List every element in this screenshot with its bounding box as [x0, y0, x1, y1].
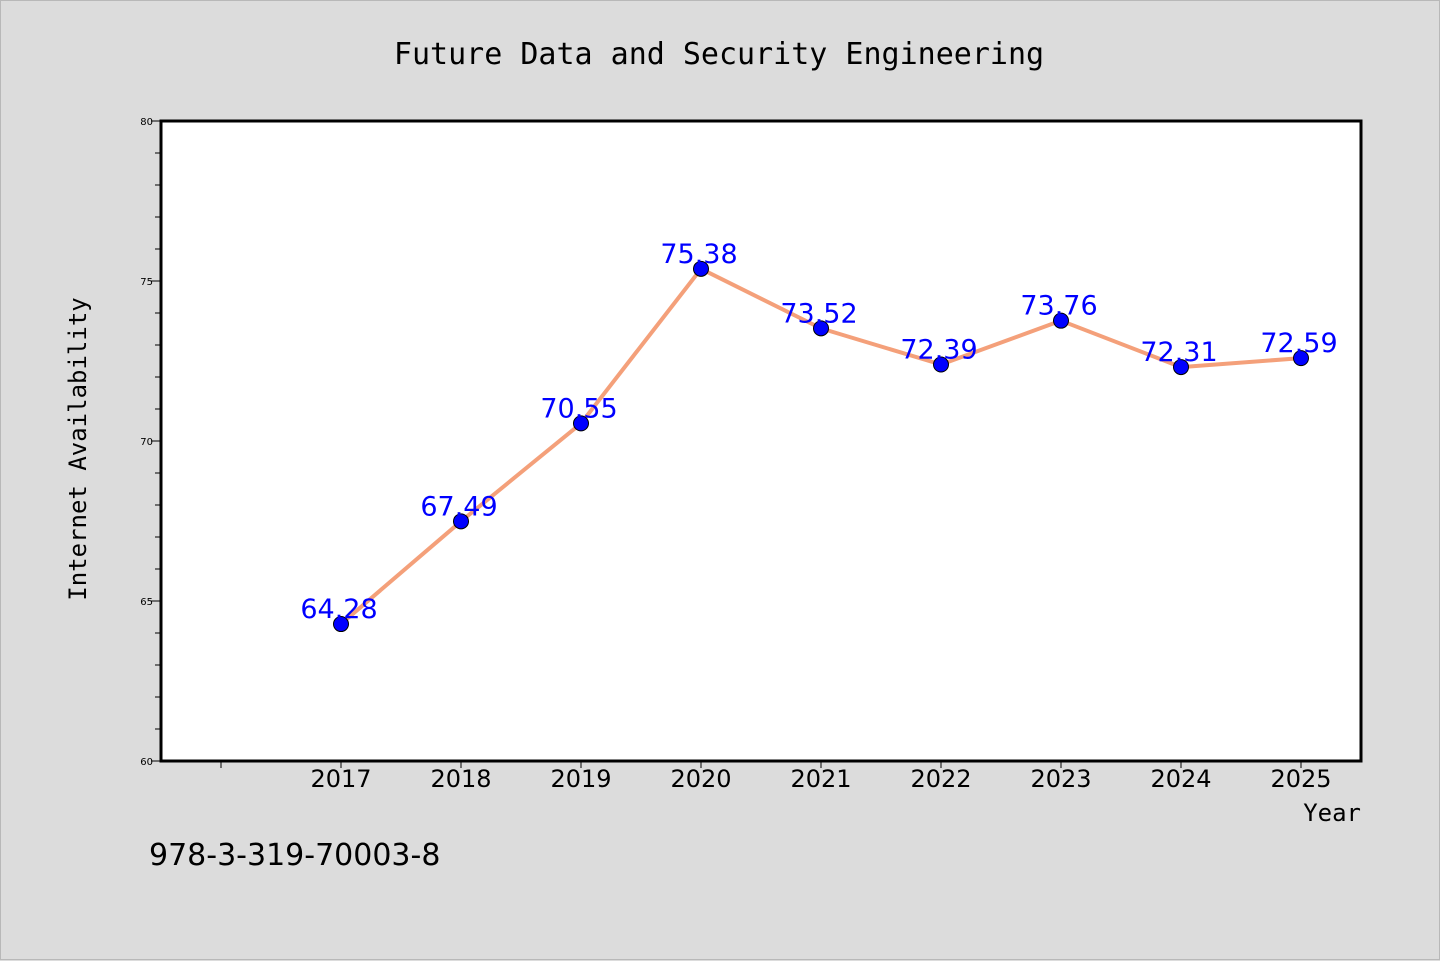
- x-axis-label: Year: [1303, 799, 1361, 827]
- x-tick-label: 2017: [310, 765, 371, 793]
- data-point: [1293, 350, 1309, 367]
- data-label: 67.49: [420, 491, 497, 522]
- x-tick-label: 2023: [1030, 765, 1091, 793]
- data-label: 72.59: [1260, 328, 1337, 359]
- data-point: [573, 415, 589, 432]
- chart-title: Future Data and Security Engineering: [394, 37, 1044, 72]
- data-point: [813, 320, 829, 337]
- x-axis-ticks: 2017 2018 2019 2020 2021 2022 2023 2024 2025: [220, 761, 1332, 793]
- y-axis-ticks: 60 65 70 75 80: [140, 117, 161, 768]
- isbn-label: 978-3-319-70003-8: [149, 838, 440, 873]
- y-tick-label: 70: [140, 437, 153, 448]
- data-point: [333, 616, 349, 633]
- y-tick-label: 80: [140, 117, 153, 128]
- x-tick-label: 2024: [1150, 765, 1211, 793]
- x-tick-label: 2021: [790, 765, 851, 793]
- data-label: 72.31: [1140, 337, 1217, 368]
- y-axis-label: Internet Availability: [64, 297, 92, 600]
- data-point: [1173, 359, 1189, 376]
- data-label: 75.38: [660, 239, 737, 270]
- data-point: [1053, 312, 1069, 329]
- data-label: 70.55: [540, 393, 617, 424]
- data-label: 73.52: [780, 298, 857, 329]
- x-tick-label: 2018: [430, 765, 491, 793]
- x-tick-label: 2025: [1270, 765, 1331, 793]
- y-tick-label: 75: [140, 277, 153, 288]
- data-point: [693, 260, 709, 277]
- data-label: 73.76: [1020, 291, 1097, 322]
- data-point: [933, 356, 949, 373]
- data-point: [453, 513, 469, 530]
- x-tick-label: 2022: [910, 765, 971, 793]
- plot-area: [159, 119, 1363, 763]
- data-label: 64.28: [300, 594, 377, 625]
- series-group: 64.28 67.49 70.55 75.38 73.52 72.39 73.76 72.31…: [300, 239, 1338, 633]
- x-tick-label: 2020: [670, 765, 731, 793]
- data-label: 72.39: [900, 335, 977, 366]
- y-tick-label: 65: [140, 597, 153, 608]
- x-tick-label: 2019: [550, 765, 611, 793]
- y-tick-label: 60: [140, 757, 153, 768]
